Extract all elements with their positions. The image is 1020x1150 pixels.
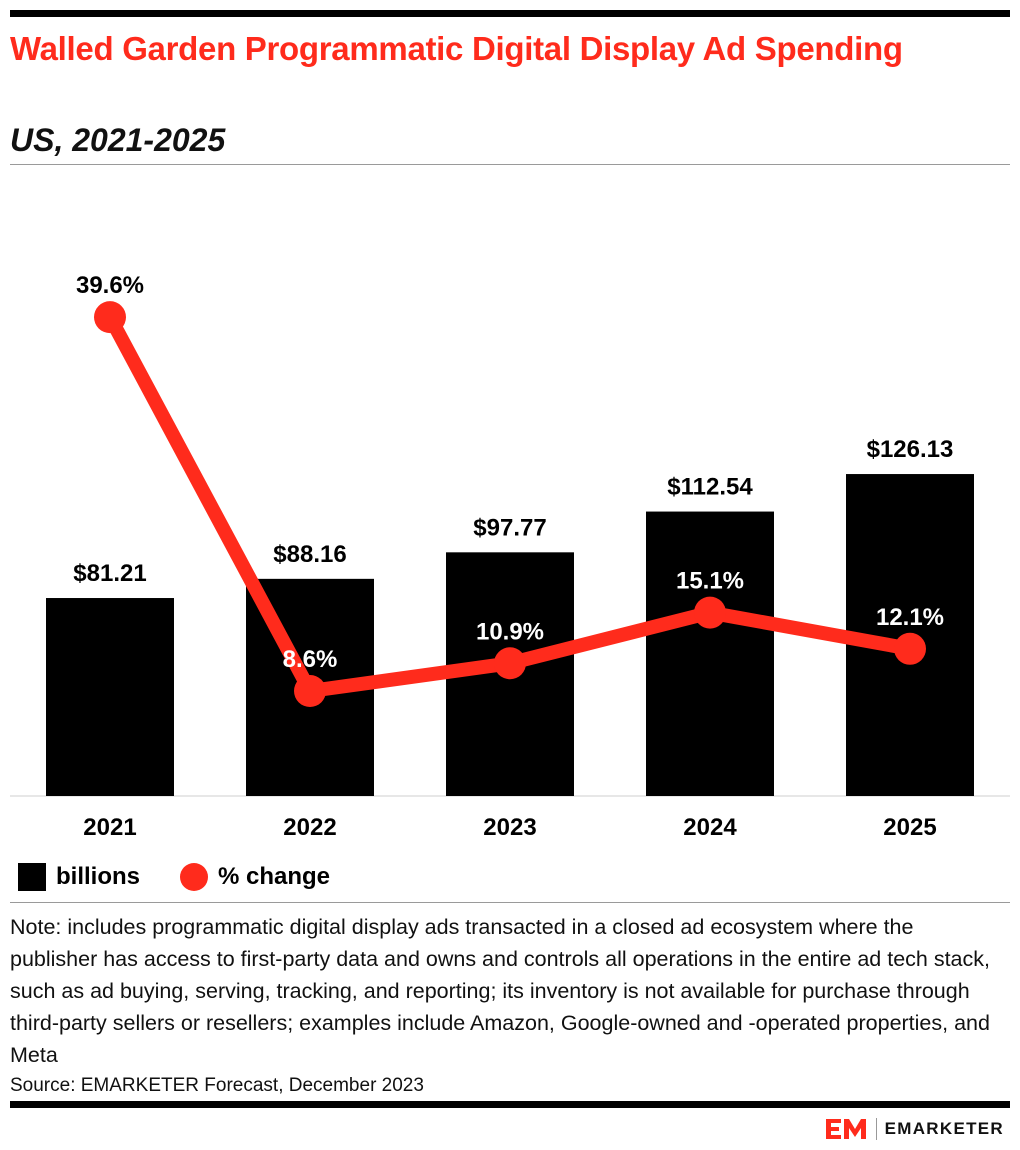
- percent-change-label-2021: 39.6%: [76, 272, 144, 299]
- x-tick-label-2023: 2023: [483, 814, 536, 841]
- percent-change-point-2021: [94, 301, 126, 334]
- legend-item-billions: billions: [18, 863, 140, 891]
- chart-subtitle: US, 2021-2025: [10, 122, 226, 158]
- percent-change-label-2022: 8.6%: [283, 646, 338, 673]
- percent-change-label-2024: 15.1%: [676, 568, 744, 595]
- legend-label-percent-change: % change: [218, 863, 331, 890]
- legend-swatch-dot: [180, 863, 208, 891]
- brand-separator: [875, 1118, 877, 1140]
- top-rule: [10, 10, 1010, 17]
- percent-change-label-2025: 12.1%: [876, 604, 944, 631]
- x-tick-label-2021: 2021: [83, 814, 136, 841]
- legend-item-percent-change: % change: [180, 863, 330, 891]
- subtitle-rule: [10, 164, 1010, 165]
- bar-value-label-2021: $81.21: [73, 560, 146, 587]
- percent-change-point-2025: [894, 632, 926, 665]
- x-tick-label-2025: 2025: [883, 814, 936, 841]
- brand-logo: EMARKETER: [825, 1116, 1004, 1142]
- x-tick-label-2024: 2024: [683, 814, 737, 841]
- footnote: Note: includes programmatic digital disp…: [10, 915, 990, 1067]
- chart-title: Walled Garden Programmatic Digital Displ…: [10, 30, 903, 67]
- source-line: Source: EMARKETER Forecast, December 202…: [10, 1075, 424, 1096]
- bar-value-label-2022: $88.16: [273, 541, 346, 568]
- percent-change-point-2024: [694, 596, 726, 629]
- bar-2024: [646, 511, 774, 796]
- legend-label-billions: billions: [56, 863, 140, 890]
- bar-value-label-2024: $112.54: [667, 474, 753, 501]
- legend: billions % change: [18, 862, 370, 892]
- percent-change-point-2022: [294, 675, 326, 707]
- chart-area: $81.21 2021 $88.16 2022 $97.77 2023 $112.54 202…: [10, 272, 1010, 841]
- x-tick-label-2022: 2022: [283, 814, 336, 841]
- percent-change-point-2023: [494, 647, 526, 680]
- brand-name: EMARKETER: [884, 1119, 1004, 1138]
- bar-value-label-2025: $126.13: [867, 436, 954, 463]
- bar-value-label-2023: $97.77: [473, 514, 546, 541]
- legend-swatch-bar: [18, 863, 46, 891]
- footer-divider: [10, 902, 1010, 903]
- emarketer-logo-icon: [825, 1119, 866, 1139]
- percent-change-label-2023: 10.9%: [476, 618, 544, 645]
- bar-2021: [46, 598, 174, 796]
- bottom-rule: [10, 1101, 1010, 1108]
